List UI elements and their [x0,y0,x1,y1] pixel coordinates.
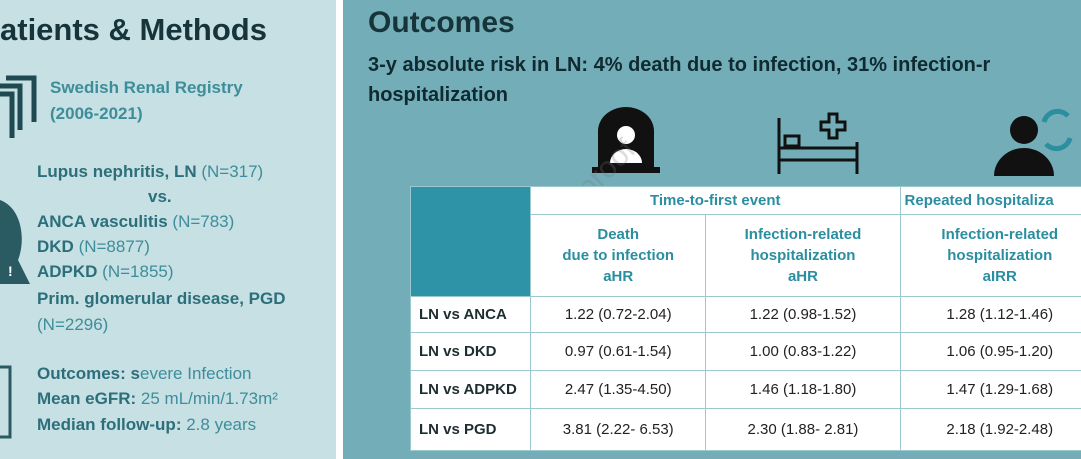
subtitle: hospitalization [368,84,508,106]
column-header-line: hospitalization [750,247,856,264]
table-cell: 2.47 (1.35-4.50) [530,370,707,409]
cohort: Lupus nephritis, LN (N=317) [37,162,263,182]
info: Median follow-up: 2.8 years [37,415,256,435]
table-cell: 1.06 (0.95-1.20) [899,332,1081,371]
table-cell: 1.46 (1.18-1.80) [705,370,901,409]
vs: vs. [148,187,172,206]
cohort-name: Lupus nephritis, LN [37,162,197,181]
kidney-icon: ! [0,200,30,284]
cohort-n: (N=1855) [97,262,174,281]
hospital-bed-icon [777,112,859,174]
methods-panel: atients & Methods Swedish Renal Registry… [0,0,336,459]
info-value: 25 mL/min/1.73m² [136,389,278,408]
row-header: LN vs ADPKD [409,370,532,409]
table-cell: 2.30 (1.88- 2.81) [705,408,901,451]
table-cell: 1.22 (0.72-2.04) [530,296,707,333]
column-header-line: aHR [603,268,634,285]
column-header-line: Infection-related [941,226,1059,243]
info: Mean eGFR: 25 mL/min/1.73m² [37,389,278,409]
info-label: Mean eGFR: [37,389,137,408]
info: Outcomes: severe Infection [37,364,252,384]
table-cell: 1.28 (1.12-1.46) [899,296,1081,333]
table-row: LN vs ANCA 1.22 (0.72-2.04) 1.22 (0.98-1.5… [409,296,1081,333]
panel-title: Outcomes [368,6,515,39]
cohort-n: (N=8877) [73,237,150,256]
row-header: LN vs DKD [409,332,532,371]
info-value: 2.8 years [181,415,257,434]
cohort-name: ANCA vasculitis [37,212,168,231]
table-cell: 1.00 (0.83-1.22) [705,332,901,371]
cohort-name: ADPKD [37,262,98,281]
info-label: Median follow-up: [37,415,182,434]
column-header-line: hospitalization [947,247,1053,264]
table-cell: 0.97 (0.61-1.54) [530,332,707,371]
column-header-line: aHR [787,268,818,285]
table-row: LN vs PGD 3.81 (2.22- 6.53) 2.30 (1.88- 2.… [409,408,1081,451]
info-label: Outcomes: s [37,364,140,383]
cohort: DKD (N=8877) [37,237,150,257]
column-header: Death due to infection aHR [530,214,707,297]
registry-line: Swedish Renal Registry [50,78,243,97]
results-table: Time-to-first event Repeated hospitaliza… [409,186,1081,451]
infection-person-icon [994,108,1073,176]
svg-text:!: ! [8,263,13,279]
column-header-line: Death [597,226,640,243]
table-cell: 1.47 (1.29-1.68) [899,370,1081,409]
cohort-name: DKD [37,237,74,256]
column-header-line: aIRR [982,268,1017,285]
subtitle: 3-y absolute risk in LN: 4% death due to… [368,54,991,76]
corner-cell [409,186,532,297]
cohort-name: Prim. glomerular disease, PGD [37,289,286,308]
cohort: ADPKD (N=1855) [37,262,174,282]
table-cell: 3.81 (2.22- 6.53) [530,408,707,451]
table-row: LN vs ADPKD 2.47 (1.35-4.50) 1.46 (1.18-1.… [409,370,1081,409]
table-cell: 1.22 (0.98-1.52) [705,296,901,333]
group-header: Repeated hospitaliza [899,186,1081,215]
row-header: LN vs ANCA [409,296,532,333]
table-cell: 2.18 (1.92-2.48) [899,408,1081,451]
clipboard-icon [0,365,12,439]
table-row: LN vs DKD 0.97 (0.61-1.54) 1.00 (0.83-1.22… [409,332,1081,371]
tombstone-icon [592,107,660,173]
cohort: Prim. glomerular disease, PGD [37,289,285,309]
row-header: LN vs PGD [409,408,532,451]
group-header-row: Time-to-first event Repeated hospitaliza [409,186,1081,297]
registry-line: (2006-2021) [50,104,143,123]
column-header-row: Death due to infection aHR Infection-relate… [411,214,1081,297]
panel-title: atients & Methods [0,12,267,47]
registry-icon [0,75,37,138]
column-header: Infection-related hospitalization aIRR [899,214,1081,297]
cohort-n: (N=2296) [37,315,109,334]
cohort: ANCA vasculitis (N=783) [37,212,234,232]
column-header-line: Infection-related [744,226,862,243]
group-header: Time-to-first event [530,186,901,215]
cohort-n: (N=783) [167,212,235,231]
column-header-line: due to infection [562,247,675,264]
info-value: evere Infection [139,364,252,383]
cohort-n: (N=317) [196,162,264,181]
column-header: Infection-related hospitalization aHR [705,214,901,297]
